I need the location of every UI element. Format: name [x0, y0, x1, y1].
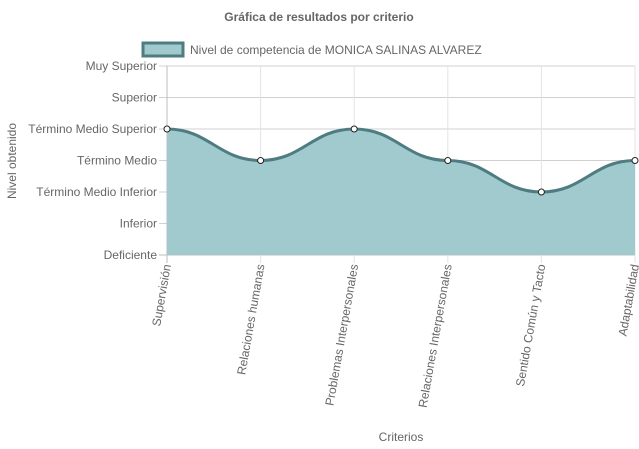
x-axis-ticks: Supervisión Relaciones humanas Problemas I… — [149, 263, 639, 409]
data-point[interactable] — [631, 157, 639, 164]
data-point[interactable] — [537, 188, 545, 196]
x-axis-label: Criterios — [379, 430, 424, 444]
y-axis-label: Nivel obtenido — [5, 123, 19, 199]
x-tick-label: Relaciones Interpersonales — [416, 263, 455, 409]
data-point[interactable] — [444, 157, 452, 164]
series-area-fill — [167, 129, 635, 255]
chart-title: Gráfica de resultados por criterio — [224, 10, 413, 24]
legend[interactable]: Nivel de competencia de MONICA SALINAS A… — [141, 41, 482, 58]
y-tick-label: Superior — [112, 91, 157, 105]
series-area — [163, 125, 639, 255]
x-tick-label: Problemas Interpersonales — [322, 263, 361, 407]
y-axis-ticks: Deficiente Inferior Término Medio Inferior… — [28, 59, 157, 262]
legend-label: Nivel de competencia de MONICA SALINAS A… — [190, 43, 482, 57]
series-line — [166, 127, 636, 194]
y-tick-label: Muy Superior — [86, 59, 157, 73]
x-tick-label: Sentido Común y Tacto — [513, 263, 548, 388]
data-point[interactable] — [163, 125, 171, 133]
legend-swatch — [141, 41, 185, 58]
data-point[interactable] — [257, 157, 265, 164]
y-tick-label: Inferior — [120, 217, 157, 231]
y-tick-label: Término Medio — [77, 154, 157, 168]
x-tick-label: Supervisión — [149, 263, 174, 327]
x-tick-label: Adaptabilidad — [616, 263, 639, 337]
y-tick-label: Término Medio Inferior — [36, 185, 157, 199]
y-tick-label: Deficiente — [104, 248, 158, 262]
y-tick-label: Término Medio Superior — [28, 122, 157, 136]
x-tick-label: Relaciones humanas — [234, 263, 267, 376]
data-point[interactable] — [350, 125, 358, 133]
